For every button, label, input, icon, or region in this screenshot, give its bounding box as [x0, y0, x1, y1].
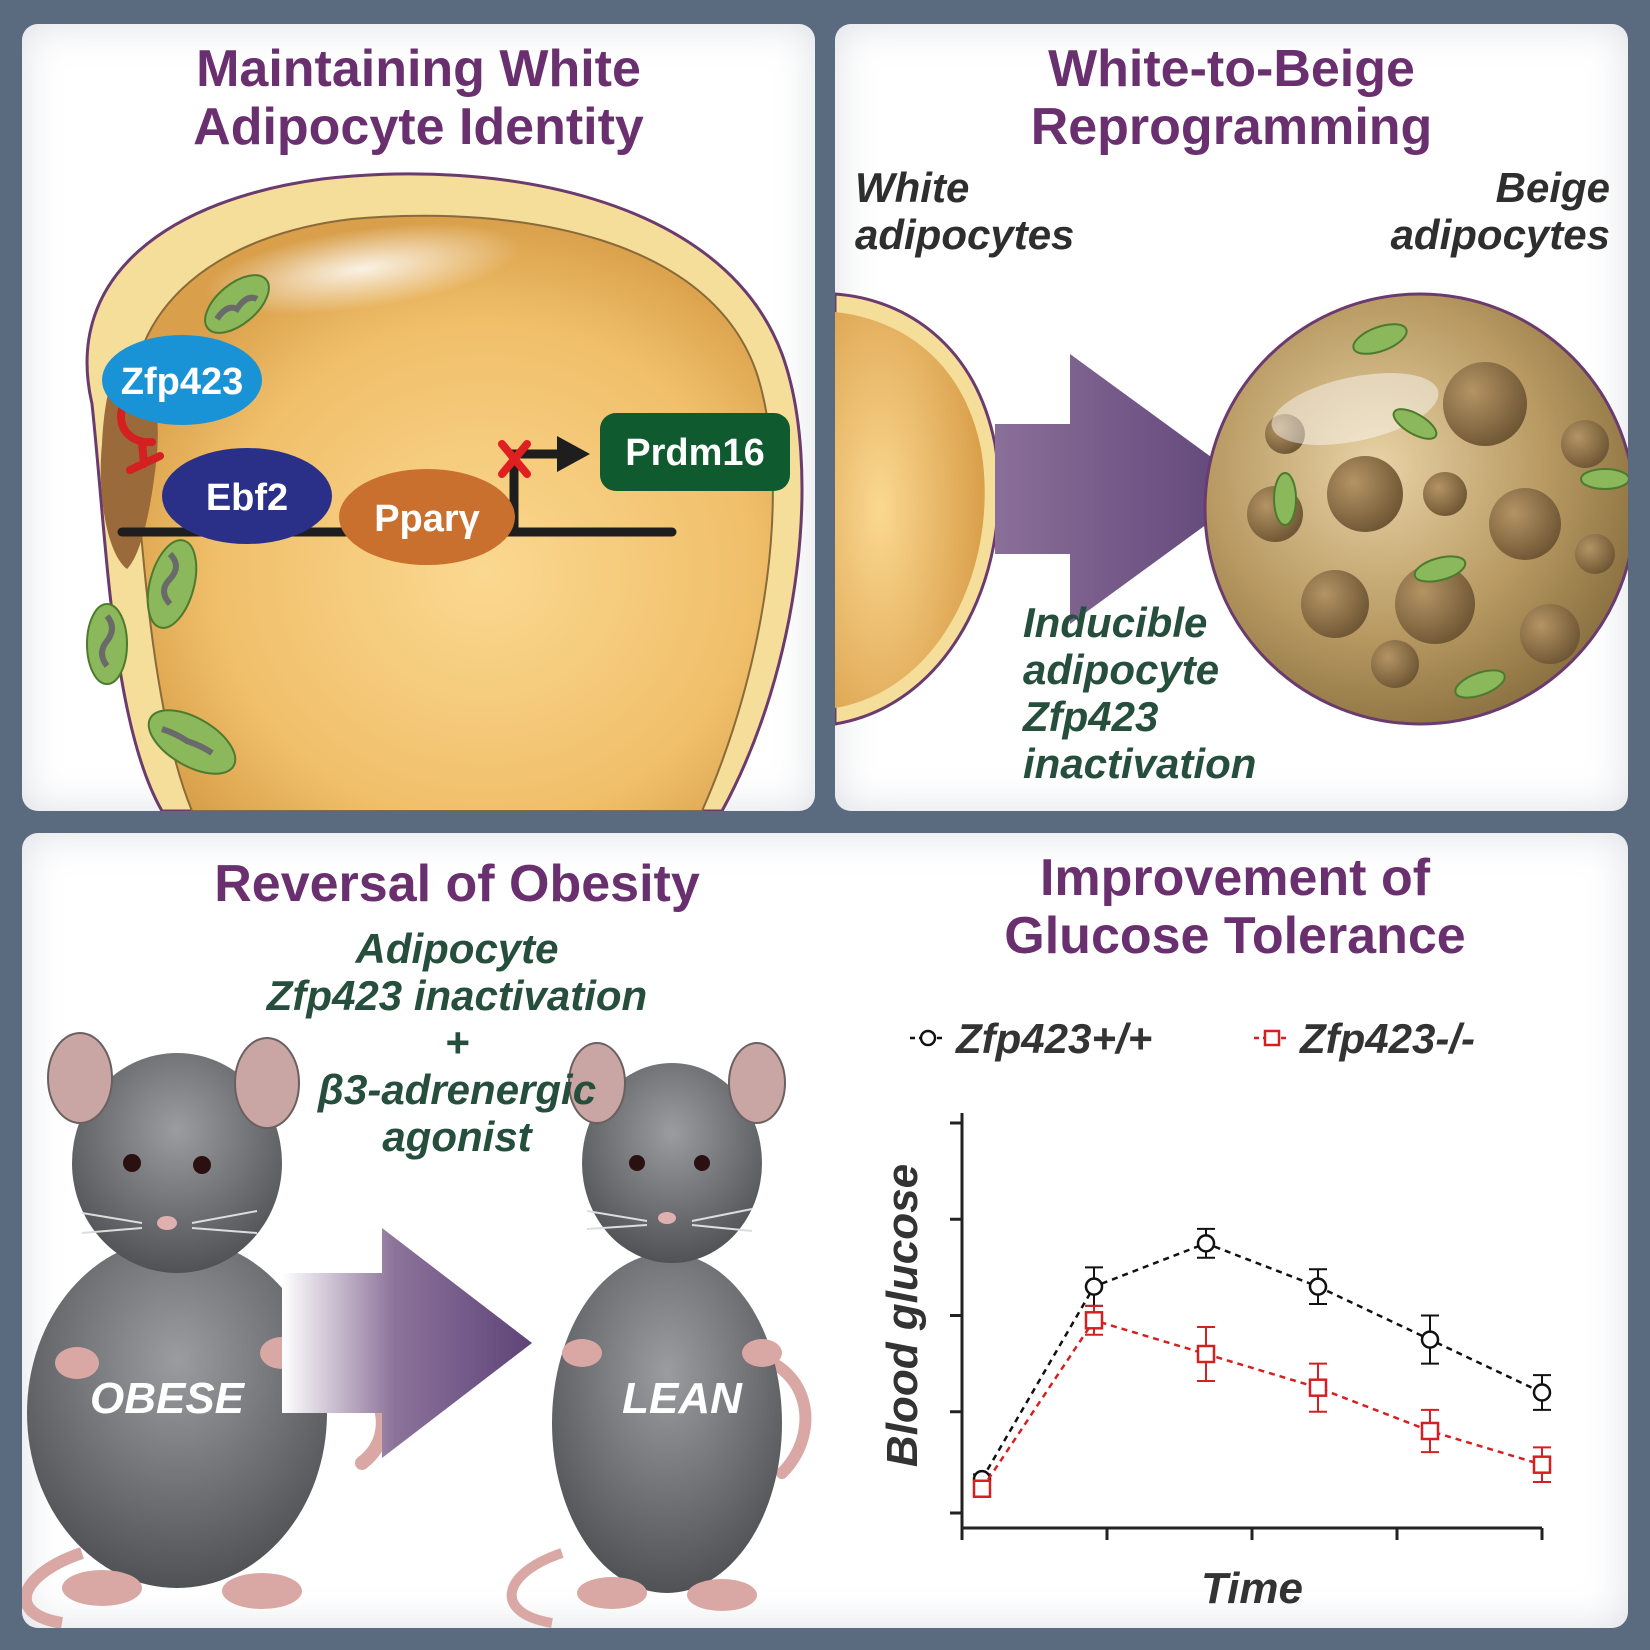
label-line: adipocytes: [855, 211, 1075, 258]
ppar-oval: [339, 469, 515, 565]
mitochondrion-icon: [204, 274, 270, 334]
data-point: [972, 1479, 992, 1498]
inducible-inactivation-label: Inducible adipocyte Zfp423 inactivation: [1023, 599, 1256, 787]
label-line: adipocyte: [1023, 646, 1220, 693]
panel1-title: Maintaining White Adipocyte Identity: [22, 40, 815, 156]
x-axis-label: Time: [1201, 1564, 1303, 1613]
legend-label: Zfp423+/+: [955, 1015, 1152, 1062]
label-line: White: [855, 164, 970, 211]
zfp423-label: Zfp423: [121, 361, 243, 403]
legend-marker: [1263, 1029, 1281, 1047]
data-point: [1532, 1383, 1552, 1402]
inhibition-icon: [117, 405, 164, 474]
mitochondrion-icon: [146, 539, 198, 629]
label-line: Inducible: [1023, 599, 1208, 646]
label-line: Zfp423: [1023, 693, 1159, 740]
panel-beige-reprogramming: White-to-Beige Reprogramming White adipo…: [835, 24, 1628, 811]
panel-obesity-glucose: OBESE LEAN Reversal of Obesity Adipocyte…: [22, 833, 1628, 1628]
reprogram-arrow-icon: [995, 354, 1255, 624]
label-line: β3-adrenergic: [317, 1066, 597, 1113]
white-lipid: [835, 312, 985, 708]
panel4-title: Improvement of Glucose Tolerance: [842, 849, 1628, 965]
data-point: [1420, 1330, 1440, 1349]
data-point: [1196, 1234, 1216, 1253]
panel2-title: White-to-Beige Reprogramming: [835, 40, 1628, 156]
beige-adipocytes-label: Beige adipocytes: [1391, 164, 1610, 258]
title-line: White-to-Beige: [1048, 40, 1415, 98]
label-line: Adipocyte: [355, 925, 559, 972]
adipocyte-illustration: Zfp423 Ebf2 Pparγ Prdm16: [85, 172, 804, 811]
label-line: agonist: [382, 1113, 532, 1160]
glucose-tolerance-chart: Zfp423+/+ Zfp423-/- Time Blood glucose: [878, 1015, 1552, 1613]
data-point: [1084, 1311, 1104, 1330]
lean-label: LEAN: [622, 1374, 743, 1423]
prdm16-label: Prdm16: [625, 432, 764, 474]
beige-shine: [1271, 373, 1439, 445]
prdm16-box: [600, 413, 790, 491]
mitochondrion-icon: [147, 709, 237, 775]
mitochondrion-icon: [86, 603, 128, 685]
zfp423-oval: [102, 335, 262, 425]
chart-plot-area: [972, 1227, 1552, 1498]
label-line: Zfp423 inactivation: [266, 972, 648, 1019]
legend-marker: [919, 1029, 937, 1047]
label-line: inactivation: [1023, 740, 1257, 787]
label-line: Beige: [1495, 164, 1610, 211]
title-line: Adipocyte Identity: [193, 98, 644, 156]
reprogramming-illustration: [835, 292, 1628, 726]
ebf2-oval: [162, 448, 332, 544]
series-line: [980, 1241, 1543, 1480]
data-point: [1308, 1378, 1328, 1397]
ebf2-label: Ebf2: [206, 477, 288, 519]
label-line: adipocytes: [1390, 211, 1610, 258]
mice-illustration: OBESE LEAN: [22, 1032, 812, 1628]
label-line: +: [444, 1019, 470, 1066]
series-line: [980, 1318, 1543, 1490]
data-point: [1196, 1344, 1216, 1364]
data-point: [1420, 1421, 1440, 1441]
data-point: [1084, 1277, 1104, 1296]
data-point: [1308, 1277, 1328, 1296]
obese-label: OBESE: [90, 1374, 246, 1423]
chart-legend: Zfp423+/+ Zfp423-/-: [910, 1015, 1475, 1062]
treatment-label: Adipocyte Zfp423 inactivation + β3-adren…: [22, 925, 892, 1160]
y-axis-label: Blood glucose: [878, 1164, 927, 1467]
droplet-shine: [203, 223, 521, 315]
title-line: Reprogramming: [1030, 98, 1433, 156]
legend-label: Zfp423-/-: [1299, 1015, 1475, 1062]
panel3-title: Reversal of Obesity: [214, 855, 700, 913]
title-line: Glucose Tolerance: [1004, 907, 1466, 965]
x-ticks: [960, 1528, 1544, 1540]
arrowhead-icon: [557, 436, 590, 472]
title-line: Maintaining White: [196, 40, 641, 98]
title-line: Improvement of: [1039, 849, 1431, 907]
lipid-droplets: [1247, 362, 1615, 688]
ppar-label: Pparγ: [374, 498, 480, 540]
mitochondrion-icon: [1273, 323, 1628, 699]
lean-mouse-icon: [506, 1042, 812, 1628]
white-adipocytes-label: White adipocytes: [855, 164, 1074, 258]
reversal-arrow-icon: [282, 1228, 532, 1458]
block-x-icon: [498, 440, 531, 478]
data-point: [1532, 1455, 1552, 1474]
panel-white-identity: Zfp423 Ebf2 Pparγ Prdm16 Maintaining Whi…: [22, 24, 815, 811]
y-ticks: [950, 1121, 962, 1515]
